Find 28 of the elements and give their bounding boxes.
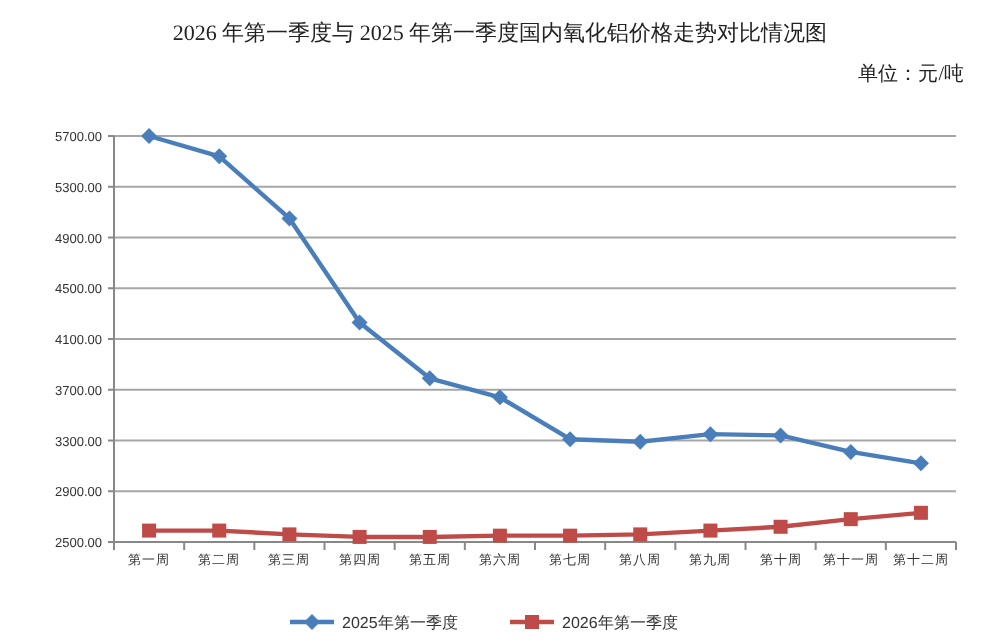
point [422,529,437,544]
point [352,529,367,544]
point [633,527,648,542]
point [632,433,649,450]
point [703,523,718,538]
point [843,512,858,527]
legend-label: 2025年第一季度 [342,614,458,632]
point [913,505,928,520]
point [211,148,228,165]
point [212,523,227,538]
point [912,455,929,472]
point [281,210,298,227]
point [492,528,507,543]
point [563,528,578,543]
point [772,427,789,444]
text: 单位：元/吨 [858,62,964,86]
point [142,523,157,538]
point [351,314,368,331]
chart-title: 2026 年第一季度与 2025 年第一季度国内氧化铝价格走势对比情况图 [172,20,828,46]
point [282,527,297,542]
legend-label: 2026年第一季度 [562,614,678,632]
point [842,443,859,460]
point [491,389,508,406]
point [141,128,158,144]
point [562,431,579,448]
point [773,519,788,534]
point [421,370,438,387]
point [702,426,719,443]
